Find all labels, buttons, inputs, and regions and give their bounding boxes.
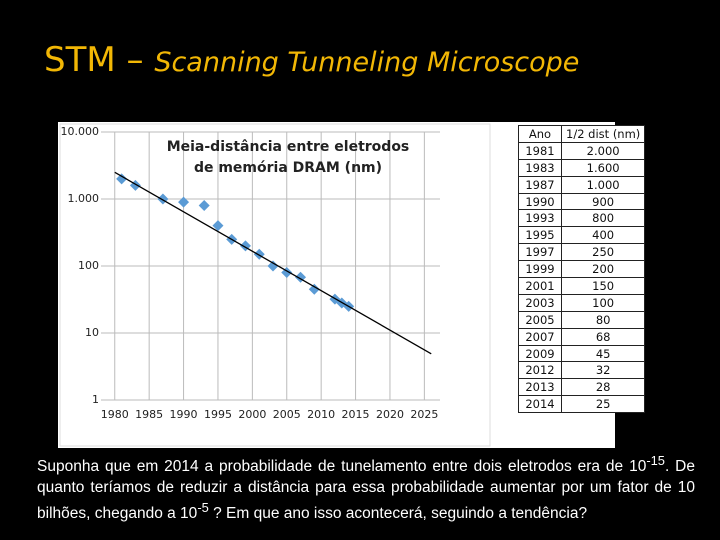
table-cell: 1.600 — [560, 158, 646, 177]
table-row: 1997 250 — [518, 243, 646, 262]
exponent: -5 — [197, 500, 209, 516]
data-point — [116, 173, 128, 185]
table-cell: 200 — [560, 260, 646, 279]
table-row: 1987 1.000 — [518, 175, 646, 194]
x-tick-label: 2020 — [376, 408, 404, 421]
table-cell: 2003 — [518, 293, 562, 312]
header-cell: 1/2 dist (nm) — [560, 125, 646, 143]
table-cell: 2007 — [518, 327, 562, 346]
table-cell: 2013 — [518, 378, 562, 397]
table-cell: 2009 — [518, 344, 562, 363]
table-cell: 250 — [560, 243, 646, 262]
table-cell: 2014 — [518, 395, 562, 414]
table-cell: 1987 — [518, 175, 562, 194]
table-cell: 45 — [560, 344, 646, 363]
y-tick-label: 10.000 — [61, 125, 100, 138]
text-part: ? Em que ano isso acontecerá, seguindo a… — [208, 505, 588, 523]
data-point — [267, 260, 279, 272]
table-row: 2009 45 — [518, 344, 646, 363]
table-header-row: Ano 1/2 dist (nm) — [518, 125, 646, 143]
data-point — [198, 199, 210, 211]
table-cell: 1981 — [518, 141, 562, 160]
table-cell: 1993 — [518, 209, 562, 228]
y-tick-label: 1 — [92, 393, 99, 406]
table-cell: 25 — [560, 395, 646, 414]
table-cell: 1990 — [518, 192, 562, 211]
x-tick-label: 1980 — [101, 408, 129, 421]
x-tick-label: 2005 — [273, 408, 301, 421]
table-cell: 2012 — [518, 361, 562, 380]
table-row: 2014 25 — [518, 395, 646, 414]
text-part: . De quanto teríamos de reduzir a distân… — [37, 458, 695, 523]
y-tick-label: 100 — [78, 259, 99, 272]
data-point — [212, 220, 224, 232]
table-cell: 100 — [560, 293, 646, 312]
title-main: Scanning Tunneling Microscope — [154, 47, 580, 78]
table-cell: 1999 — [518, 260, 562, 279]
table-row: 2012 32 — [518, 361, 646, 380]
table-row: 1999 200 — [518, 260, 646, 279]
table-row: 2013 28 — [518, 378, 646, 397]
trend-line — [114, 171, 432, 355]
x-tick-label: 1990 — [170, 408, 198, 421]
title-prefix: STM – — [44, 40, 144, 80]
x-tick-label: 1995 — [204, 408, 232, 421]
table-cell: 400 — [560, 226, 646, 245]
data-point — [178, 196, 190, 208]
y-tick-label: 10 — [85, 326, 99, 339]
table-row: 1993 800 — [518, 209, 646, 228]
table-row: 2001 150 — [518, 277, 646, 295]
table-cell: 80 — [560, 310, 646, 329]
table-row: 2005 80 — [518, 310, 646, 329]
data-point — [308, 283, 320, 295]
table-cell: 2001 — [518, 277, 562, 295]
table-row: 1990 900 — [518, 192, 646, 211]
x-tick-label: 2010 — [307, 408, 335, 421]
table-row: 2003 100 — [518, 293, 646, 312]
chart-title: Meia-distância entre eletrodos — [167, 139, 410, 155]
table-row: 1983 1.600 — [518, 158, 646, 177]
table-cell: 800 — [560, 209, 646, 228]
table-cell: 28 — [560, 378, 646, 397]
table-cell: 1997 — [518, 243, 562, 262]
table-cell: 1.000 — [560, 175, 646, 194]
table-cell: 68 — [560, 327, 646, 346]
x-tick-label: 2000 — [238, 408, 266, 421]
text-part: Suponha que em 2014 a probabilidade de t… — [37, 458, 647, 476]
exponent: -15 — [646, 453, 665, 468]
chart-title: de memória DRAM (nm) — [194, 160, 382, 176]
y-tick-label: 1.000 — [68, 192, 100, 205]
header-cell: Ano — [518, 125, 562, 143]
table-row: 2007 68 — [518, 327, 646, 346]
table-cell: 150 — [560, 277, 646, 295]
table-cell: 32 — [560, 361, 646, 380]
slide-title: STM – Scanning Tunneling Microscope — [44, 40, 579, 80]
data-table: Ano 1/2 dist (nm) 1981 2.000 1983 1.600 1987 1.… — [518, 125, 646, 414]
x-tick-label: 2015 — [342, 408, 370, 421]
x-tick-label: 1985 — [135, 408, 163, 421]
table-cell: 1995 — [518, 226, 562, 245]
question-text: Suponha que em 2014 a probabilidade de t… — [37, 451, 695, 525]
table-cell: 900 — [560, 192, 646, 211]
plot-frame — [59, 123, 491, 447]
table-cell: 1983 — [518, 158, 562, 177]
table-cell: 2005 — [518, 310, 562, 329]
x-tick-label: 2025 — [410, 408, 438, 421]
table-cell: 2.000 — [560, 141, 646, 160]
table-row: 1981 2.000 — [518, 141, 646, 160]
table-row: 1995 400 — [518, 226, 646, 245]
